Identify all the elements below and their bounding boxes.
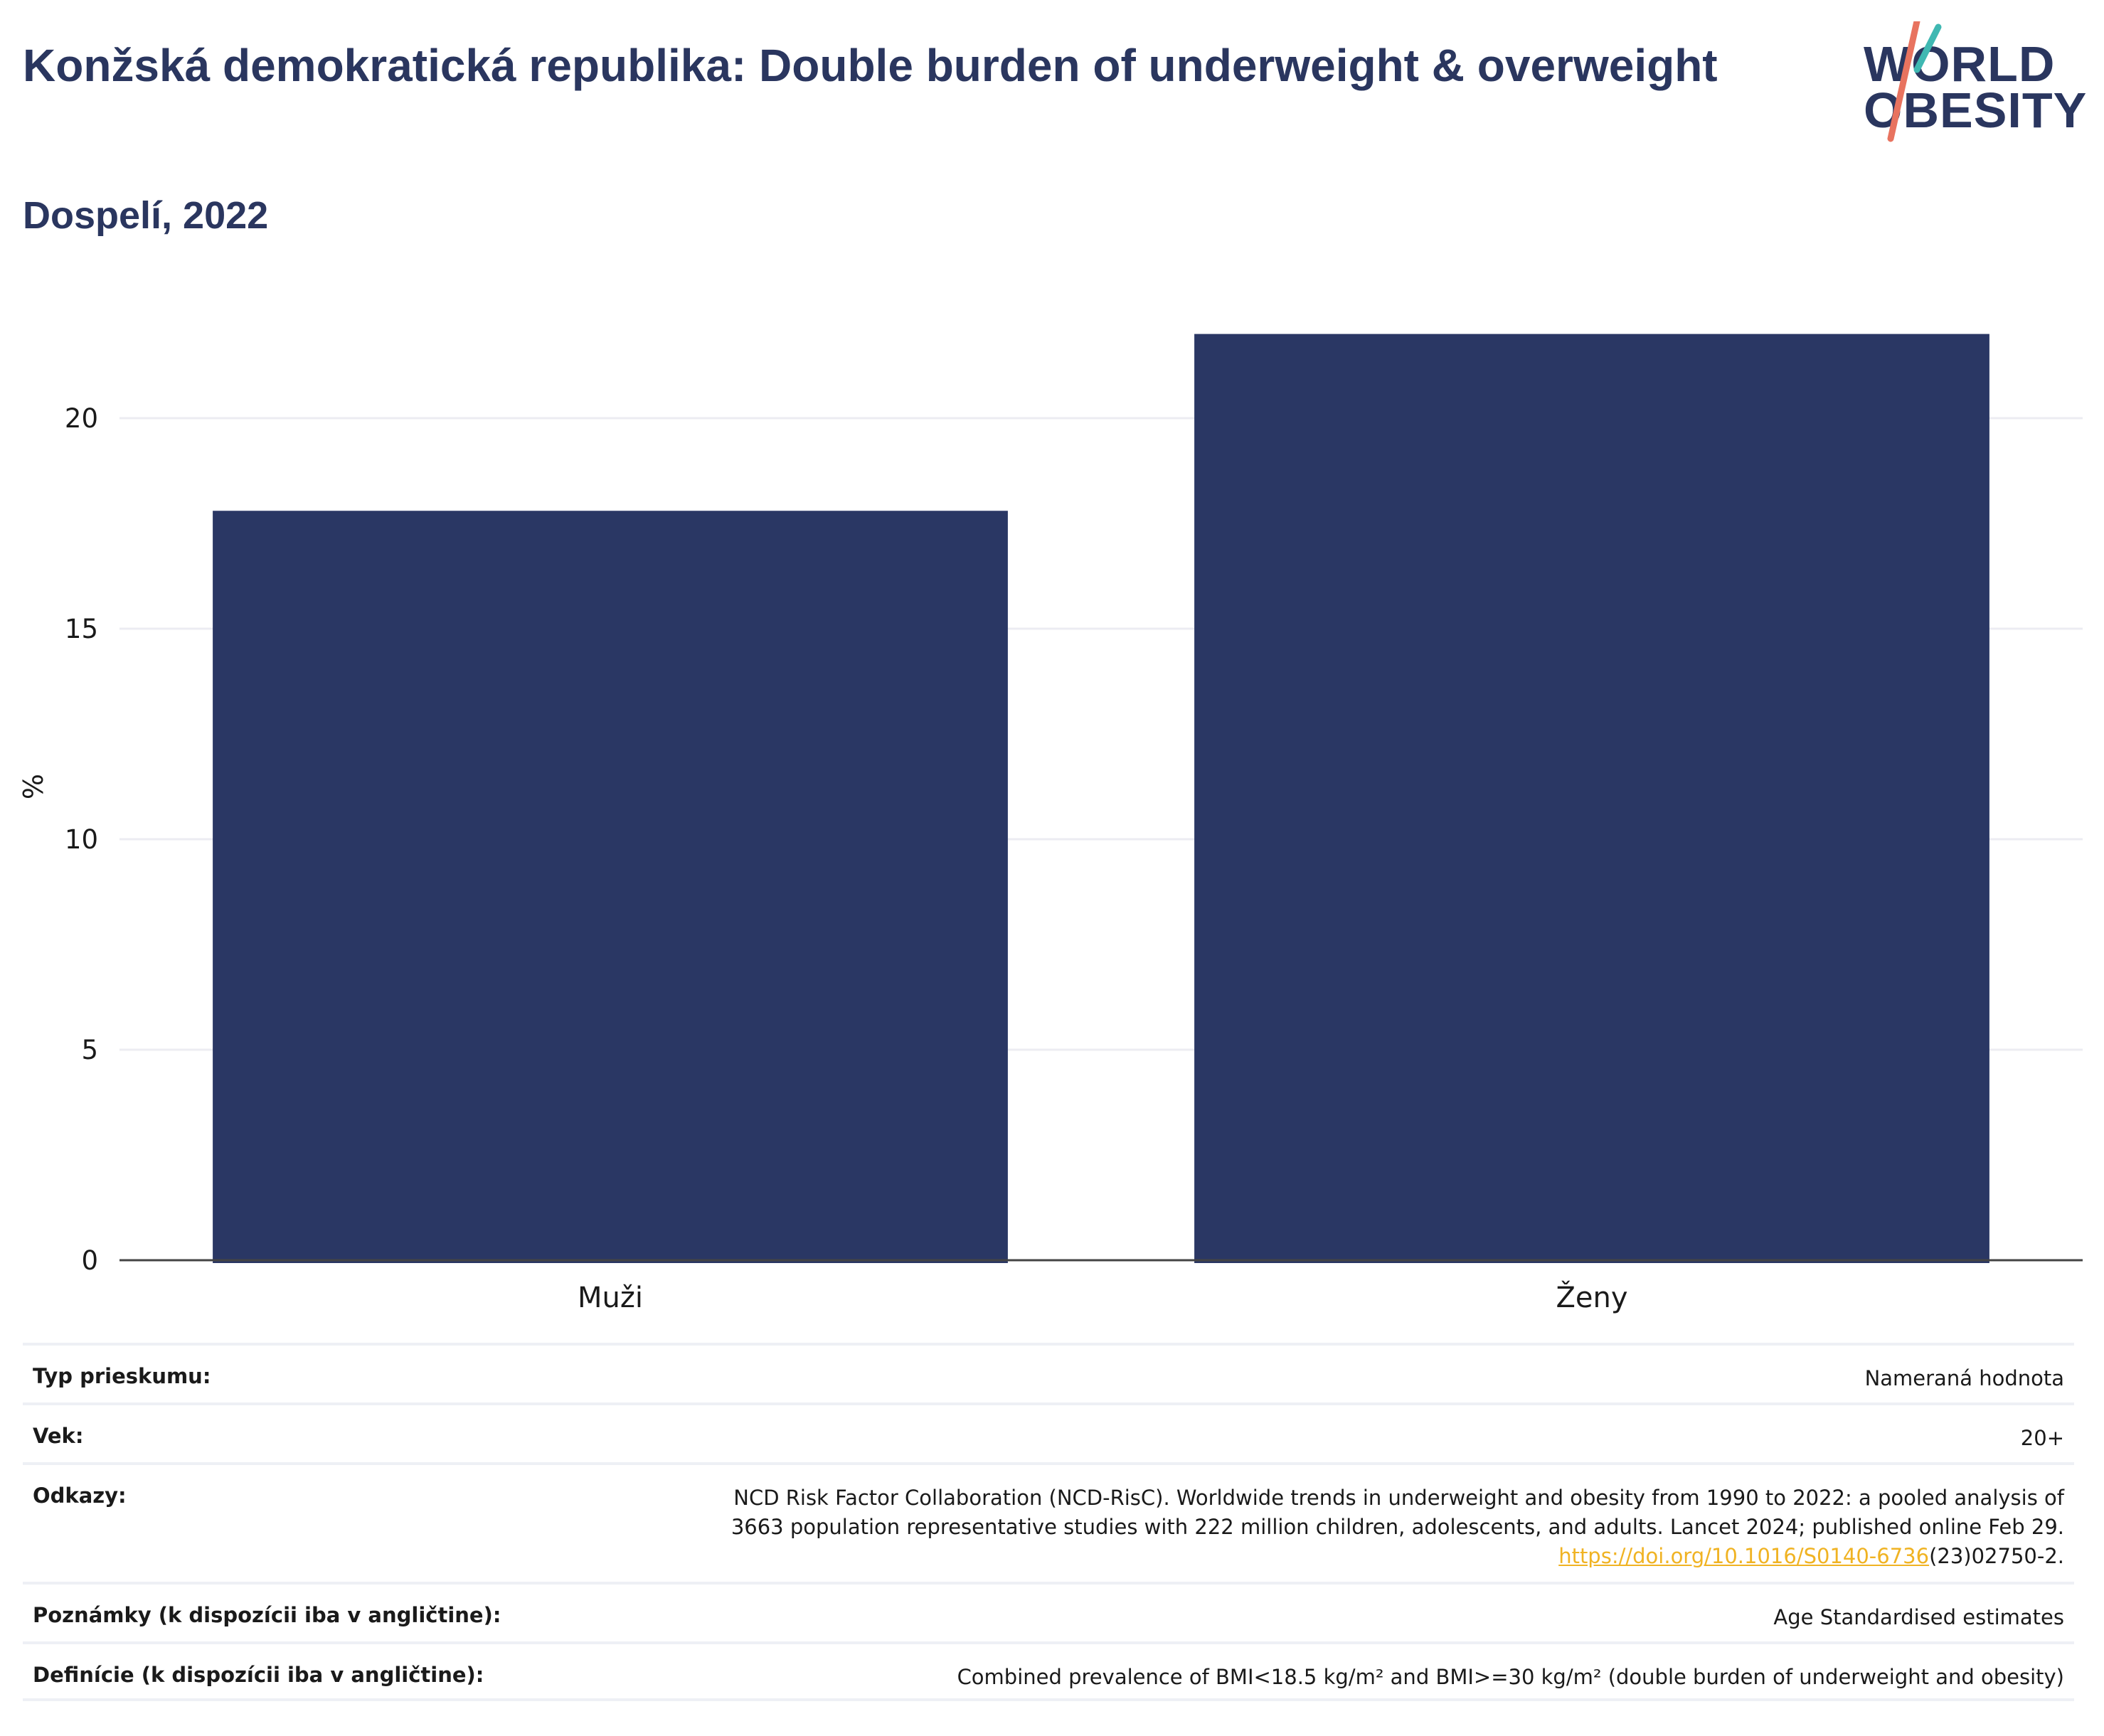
definitions-label: Definície (k dispozícii iba v angličtine… — [33, 1663, 484, 1687]
references-line-1: NCD Risk Factor Collaboration (NCD-RisC)… — [733, 1486, 2064, 1510]
bar-chart: 0 5 10 15 20 Muži Ženy % — [18, 334, 2083, 1314]
info-row-definitions: Definície (k dispozícii iba v angličtine… — [23, 1641, 2074, 1701]
doi-suffix: (23)02750-2. — [1929, 1544, 2064, 1568]
info-row-references: Odkazy: NCD Risk Factor Collaboration (N… — [23, 1462, 2074, 1582]
logo-word-world: WORLD — [1864, 36, 2056, 92]
references-label: Odkazy: — [33, 1484, 127, 1508]
y-axis-label: % — [18, 774, 49, 799]
y-tick-label: 0 — [81, 1245, 98, 1276]
x-tick-label: Muži — [578, 1282, 643, 1314]
age-label: Vek: — [33, 1424, 84, 1448]
info-row-age: Vek: 20+ — [23, 1402, 2074, 1462]
info-row-survey-type: Typ prieskumu: Nameraná hodnota — [23, 1343, 2074, 1402]
info-row-notes: Poznámky (k dispozícii iba v angličtine)… — [23, 1582, 2074, 1641]
x-tick-label: Ženy — [1556, 1280, 1627, 1314]
doi-link[interactable]: https://doi.org/10.1016/S0140-6736 — [1558, 1544, 1930, 1568]
world-obesity-logo[interactable]: WORLD OBESITY — [1849, 21, 2086, 149]
bar[interactable] — [1194, 334, 1989, 1264]
references-line-2: 3663 population representative studies w… — [730, 1515, 2064, 1539]
bars — [213, 334, 1989, 1264]
y-tick-label: 20 — [65, 403, 98, 434]
survey-type-label: Typ prieskumu: — [33, 1364, 211, 1388]
definitions-value: Combined prevalence of BMI<18.5 kg/m² an… — [957, 1665, 2064, 1689]
y-tick-label: 5 — [81, 1035, 98, 1065]
notes-label: Poznámky (k dispozícii iba v angličtine)… — [33, 1603, 501, 1627]
info-table: Typ prieskumu: Nameraná hodnota Vek: 20+… — [23, 1343, 2074, 1701]
logo-slash-icon — [1887, 21, 1942, 142]
age-value: 20+ — [2020, 1426, 2064, 1450]
bar[interactable] — [213, 511, 1008, 1263]
survey-type-value: Nameraná hodnota — [1864, 1366, 2064, 1390]
notes-value: Age Standardised estimates — [1773, 1605, 2064, 1629]
y-tick-labels: 0 5 10 15 20 — [65, 403, 98, 1276]
y-tick-label: 15 — [65, 614, 98, 644]
y-tick-label: 10 — [65, 824, 98, 855]
references-value: NCD Risk Factor Collaboration (NCD-RisC)… — [731, 1484, 2064, 1571]
chart-title: Konžská demokratická republika: Double b… — [23, 40, 1718, 91]
x-tick-labels: Muži Ženy — [578, 1280, 1628, 1314]
chart-subtitle: Dospelí, 2022 — [23, 194, 269, 237]
